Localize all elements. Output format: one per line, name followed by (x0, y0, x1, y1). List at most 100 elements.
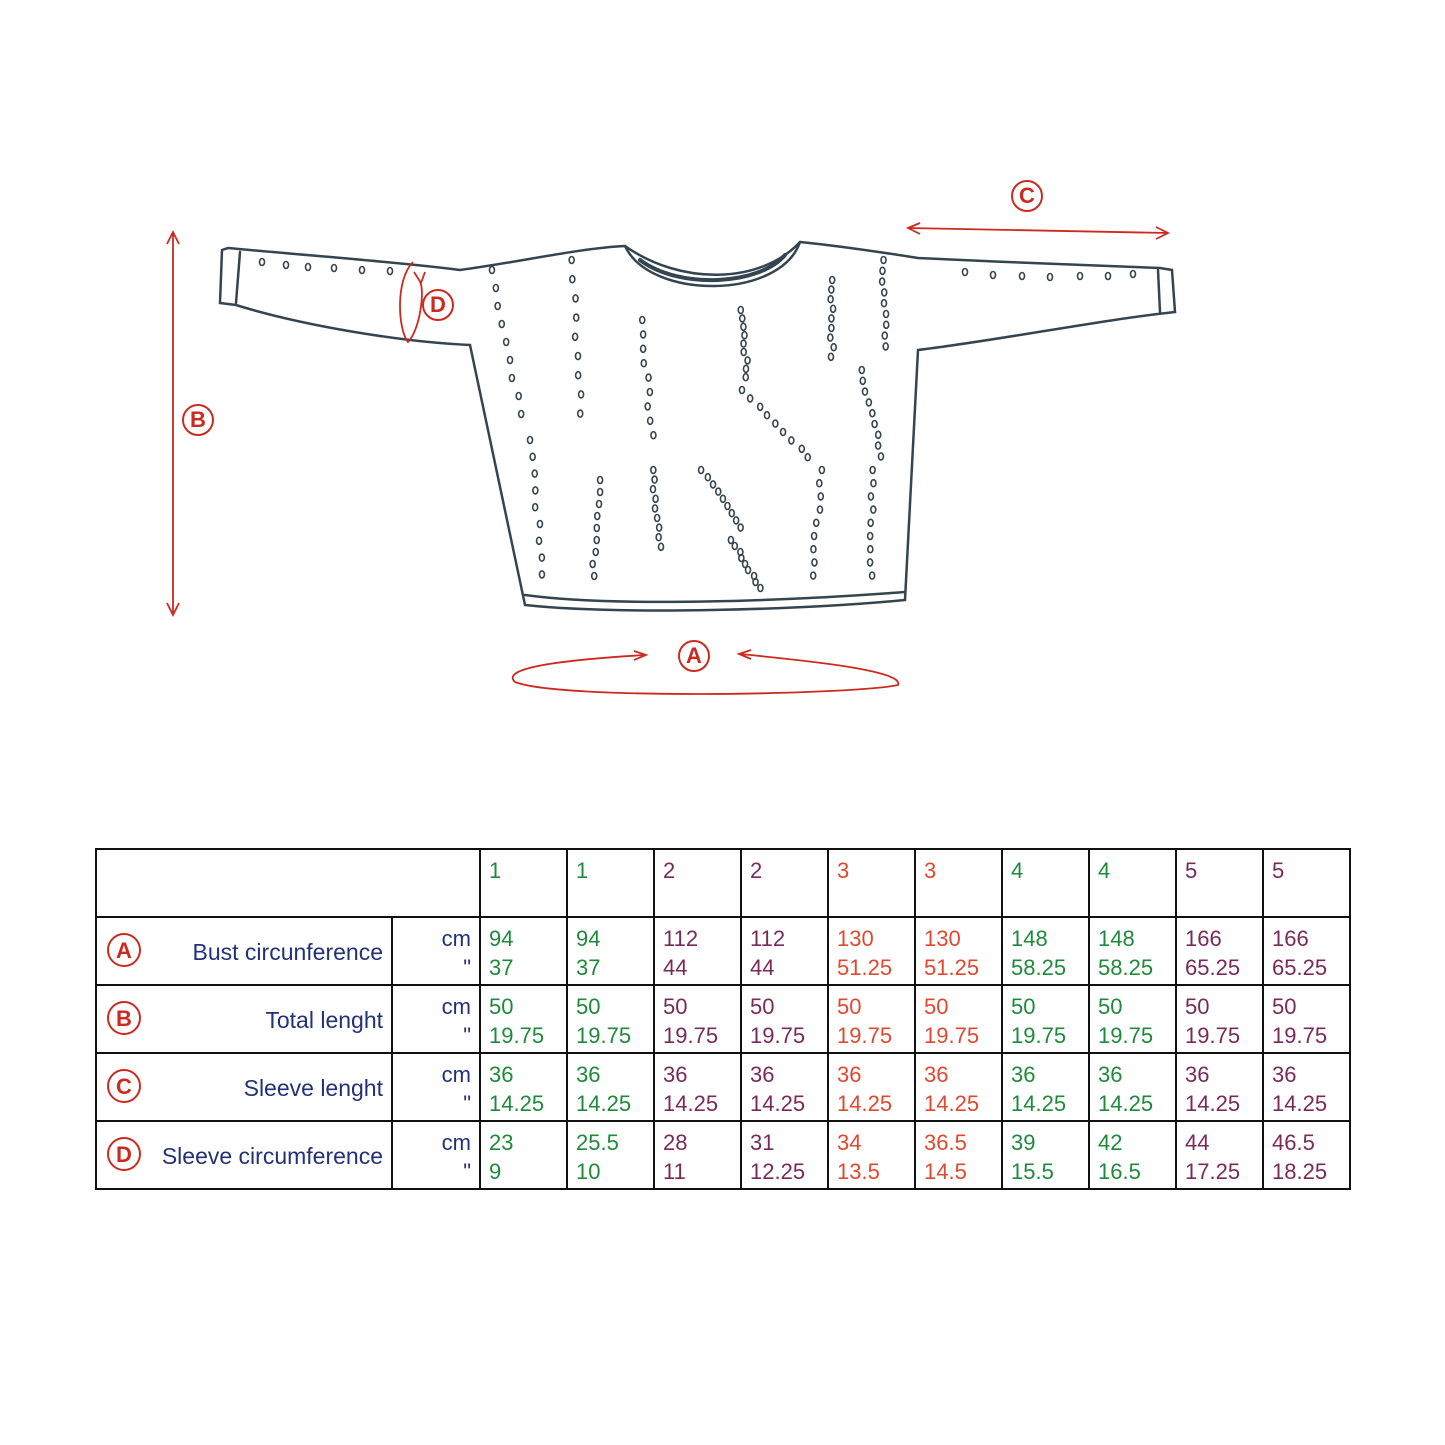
eyelet (572, 313, 580, 322)
value-cell: 50 19.75 (566, 984, 655, 1054)
value-cell: 130 51.25 (827, 916, 916, 986)
unit-inch: " (463, 1091, 471, 1116)
eyelet (828, 275, 836, 285)
sleeve-eyelet (1076, 271, 1084, 281)
unit-cell: cm " (391, 1120, 481, 1190)
value-cm: 50 (924, 994, 949, 1019)
value-cell: 36 14.25 (1088, 1052, 1177, 1122)
value-cm: 112 (750, 926, 786, 951)
eyelet (526, 435, 534, 445)
value-inch: 15.5 (1011, 1159, 1054, 1184)
value-inch: 37 (576, 955, 601, 980)
eyelet (593, 523, 601, 533)
value-inch: 19.75 (750, 1023, 806, 1048)
eyelet (798, 444, 806, 454)
unit-inch: " (463, 1159, 471, 1184)
value-cell: 36 14.25 (827, 1052, 916, 1122)
marker-b: B (182, 404, 214, 436)
value-inch: 18.25 (1272, 1159, 1328, 1184)
value-cm: 36 (663, 1062, 688, 1087)
marker-d: D (422, 289, 454, 321)
eyelet (644, 402, 651, 411)
eyelet (498, 319, 506, 329)
value-inch: 37 (489, 955, 514, 980)
eyelet (741, 330, 748, 340)
arrow-a (511, 649, 899, 695)
eyelet (638, 315, 646, 325)
eyelet (506, 355, 514, 365)
value-cell: 50 19.75 (1088, 984, 1177, 1054)
eyelet (639, 330, 647, 339)
eyelet (810, 531, 818, 541)
eyelet (817, 492, 825, 501)
size-header: 1 (566, 848, 655, 918)
eyelet (746, 394, 754, 403)
eyelet (744, 565, 752, 575)
eyelet (596, 487, 604, 497)
value-inch: 19.75 (924, 1023, 980, 1048)
unit-cell: cm " (391, 1052, 481, 1122)
sleeve-eyelet (282, 260, 290, 270)
eyelet (494, 301, 501, 311)
value-inch: 14.5 (924, 1159, 967, 1184)
value-cm: 36 (750, 1062, 775, 1087)
value-inch: 44 (750, 955, 775, 980)
value-inch: 9 (489, 1159, 502, 1184)
eyelet (596, 475, 604, 485)
size-header: 2 (740, 848, 829, 918)
eyelet (827, 294, 834, 304)
value-inch: 65.25 (1185, 955, 1241, 980)
eyelet (593, 511, 601, 521)
eyelet (829, 304, 837, 314)
value-inch: 11 (663, 1159, 686, 1184)
eyelet (811, 558, 818, 567)
value-cell: 50 19.75 (653, 984, 742, 1054)
eyelet (727, 535, 735, 545)
value-cm: 50 (1098, 994, 1123, 1019)
eyelet (655, 532, 662, 542)
eyelet (757, 583, 764, 593)
eyelet (738, 314, 746, 323)
lace-pattern (258, 255, 1137, 593)
eyelet (818, 465, 826, 475)
value-cell: 148 58.25 (1001, 916, 1090, 986)
row-marker: D (107, 1137, 141, 1171)
eyelet (741, 559, 749, 569)
size-header: 3 (914, 848, 1003, 918)
value-cm: 36 (576, 1062, 601, 1087)
eyelet (740, 322, 747, 332)
eyelet (590, 571, 598, 581)
value-inch: 13.5 (837, 1159, 880, 1184)
value-cell: 50 19.75 (1001, 984, 1090, 1054)
eyelet (653, 513, 661, 523)
value-inch: 19.75 (837, 1023, 893, 1048)
value-inch: 14.25 (576, 1091, 632, 1116)
size-header: 5 (1175, 848, 1264, 918)
eyelet (535, 536, 543, 546)
eyelet (568, 255, 575, 265)
eyelet (881, 331, 889, 340)
sleeve-eyelet (961, 267, 969, 277)
eyelet (877, 452, 885, 461)
sleeve-eyelet (386, 266, 394, 276)
measurement-label: Bust circunference (192, 939, 383, 965)
eyelet (536, 519, 544, 529)
eyelet (646, 416, 654, 426)
value-inch: 19.75 (1185, 1023, 1241, 1048)
sweater-outline (218, 240, 1177, 612)
sleeve-eyelet (1046, 272, 1054, 282)
eyelet (709, 480, 717, 489)
eyelet (870, 505, 877, 514)
value-cell: 42 16.5 (1088, 1120, 1177, 1190)
size-table: 1 1 2 2 3 3 4 4 5 5 A Bust circunference c… (95, 848, 1351, 1190)
unit-cm: cm (441, 1130, 471, 1155)
sleeve-eyelet (1129, 269, 1137, 279)
value-inch: 14.25 (489, 1091, 545, 1116)
measurement-cell: C Sleeve lenght (95, 1052, 393, 1122)
eyelet (640, 358, 648, 368)
value-inch: 14.25 (1185, 1091, 1241, 1116)
value-cm: 50 (837, 994, 862, 1019)
value-cm: 36 (489, 1062, 514, 1087)
eyelet (740, 339, 747, 348)
value-cm: 31 (750, 1130, 775, 1155)
